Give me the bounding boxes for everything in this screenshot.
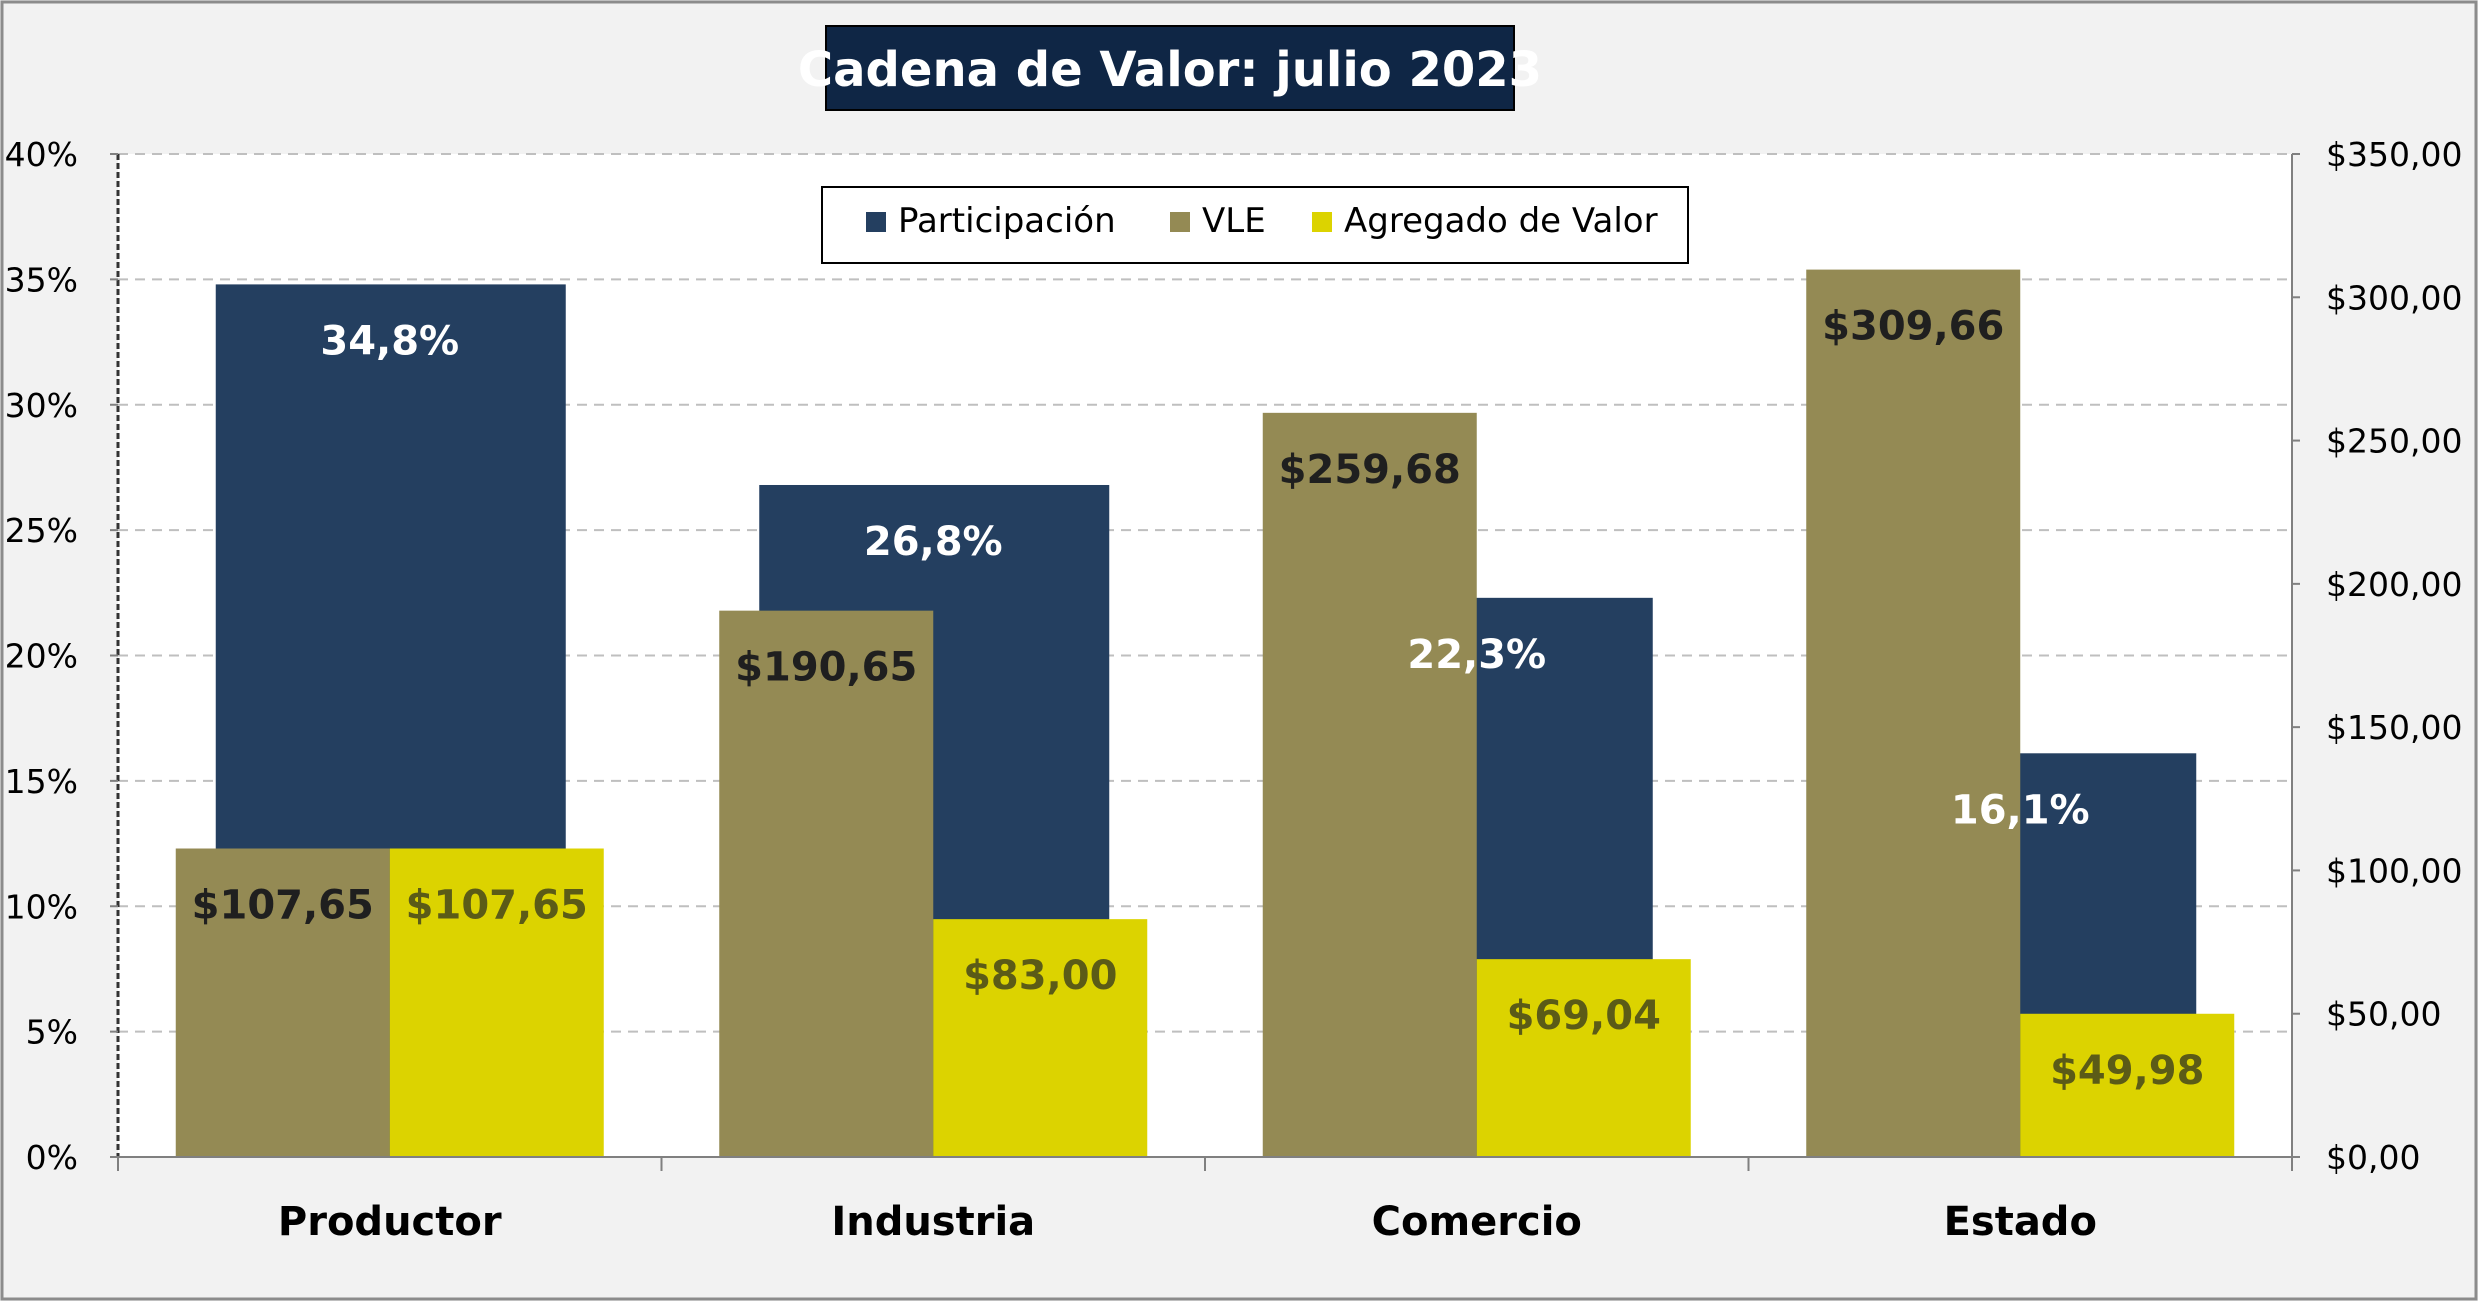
data-label-participacion: 16,1% [1951, 787, 2090, 833]
bar-vle [1262, 412, 1477, 1158]
left-tick-label: 20% [5, 637, 78, 676]
legend-swatch [866, 212, 886, 232]
right-tick-label: $250,00 [2326, 422, 2462, 461]
data-label-agregado-de-valor: $107,65 [406, 883, 588, 929]
right-tick-label: $100,00 [2326, 851, 2462, 890]
right-tick-label: $350,00 [2326, 135, 2462, 174]
chart-title-box: Cadena de Valor: julio 2023 [798, 25, 1542, 111]
data-label-agregado-de-valor: $83,00 [963, 953, 1117, 999]
chart-title-background [825, 25, 1515, 111]
bar-agregado-de-valor [933, 919, 1148, 1157]
left-tick-label: 10% [5, 887, 78, 926]
left-tick-label: 35% [5, 260, 78, 299]
axes: 0% 5% 10% 15% 20% 25% 30% 35% 40% $0,00 $50,00 $100… [5, 135, 2463, 1245]
data-label-vle: $259,68 [1279, 447, 1461, 493]
legend-label: Participación [898, 201, 1116, 241]
left-tick-label: 0% [26, 1138, 78, 1177]
bar-agregado-de-valor [1476, 959, 1691, 1157]
data-label-agregado-de-valor: $49,98 [2050, 1048, 2204, 1094]
bar-vle [1806, 269, 2021, 1157]
right-tick-label: $0,00 [2326, 1138, 2420, 1177]
data-label-participacion: 22,3% [1407, 632, 1546, 678]
x-tick-label: Productor [278, 1199, 502, 1245]
legend-box [821, 186, 1689, 264]
chart-title: Cadena de Valor: julio 2023 [798, 42, 1542, 98]
data-label-vle: $190,65 [735, 645, 917, 691]
x-tick-label: Industria [831, 1199, 1035, 1245]
left-tick-label: 25% [5, 511, 78, 550]
data-label-participacion: 34,8% [320, 318, 459, 364]
bar-vle [719, 610, 934, 1157]
bars [175, 269, 2235, 1158]
legend-label: Agregado de Valor [1344, 201, 1658, 241]
right-tick-label: $300,00 [2326, 278, 2462, 317]
bar-agregado-de-valor [389, 848, 604, 1157]
data-label-vle: $107,65 [192, 883, 374, 929]
left-tick-label: 5% [26, 1013, 78, 1052]
legend: Participación VLE Agregado de Valor [821, 186, 1689, 264]
x-tick-label: Comercio [1372, 1199, 1582, 1245]
right-tick-label: $150,00 [2326, 708, 2462, 747]
right-tick-label: $200,00 [2326, 565, 2462, 604]
left-tick-label: 15% [5, 762, 78, 801]
data-label-vle: $309,66 [1822, 304, 2004, 350]
data-labels: 34,8% $107,65 $107,65 26,8% $190,65 $83,00 22,… [192, 304, 2205, 1094]
legend-swatch [1312, 212, 1332, 232]
bar-agregado-de-valor [2020, 1013, 2235, 1157]
legend-swatch [1170, 212, 1190, 232]
left-tick-label: 30% [5, 386, 78, 425]
legend-label: VLE [1202, 201, 1266, 241]
left-tick-label: 40% [5, 135, 78, 174]
data-label-agregado-de-valor: $69,04 [1507, 993, 1661, 1039]
data-label-participacion: 26,8% [864, 519, 1003, 565]
bar-vle [175, 848, 390, 1157]
x-tick-label: Estado [1944, 1199, 2097, 1245]
right-tick-label: $50,00 [2326, 995, 2441, 1034]
